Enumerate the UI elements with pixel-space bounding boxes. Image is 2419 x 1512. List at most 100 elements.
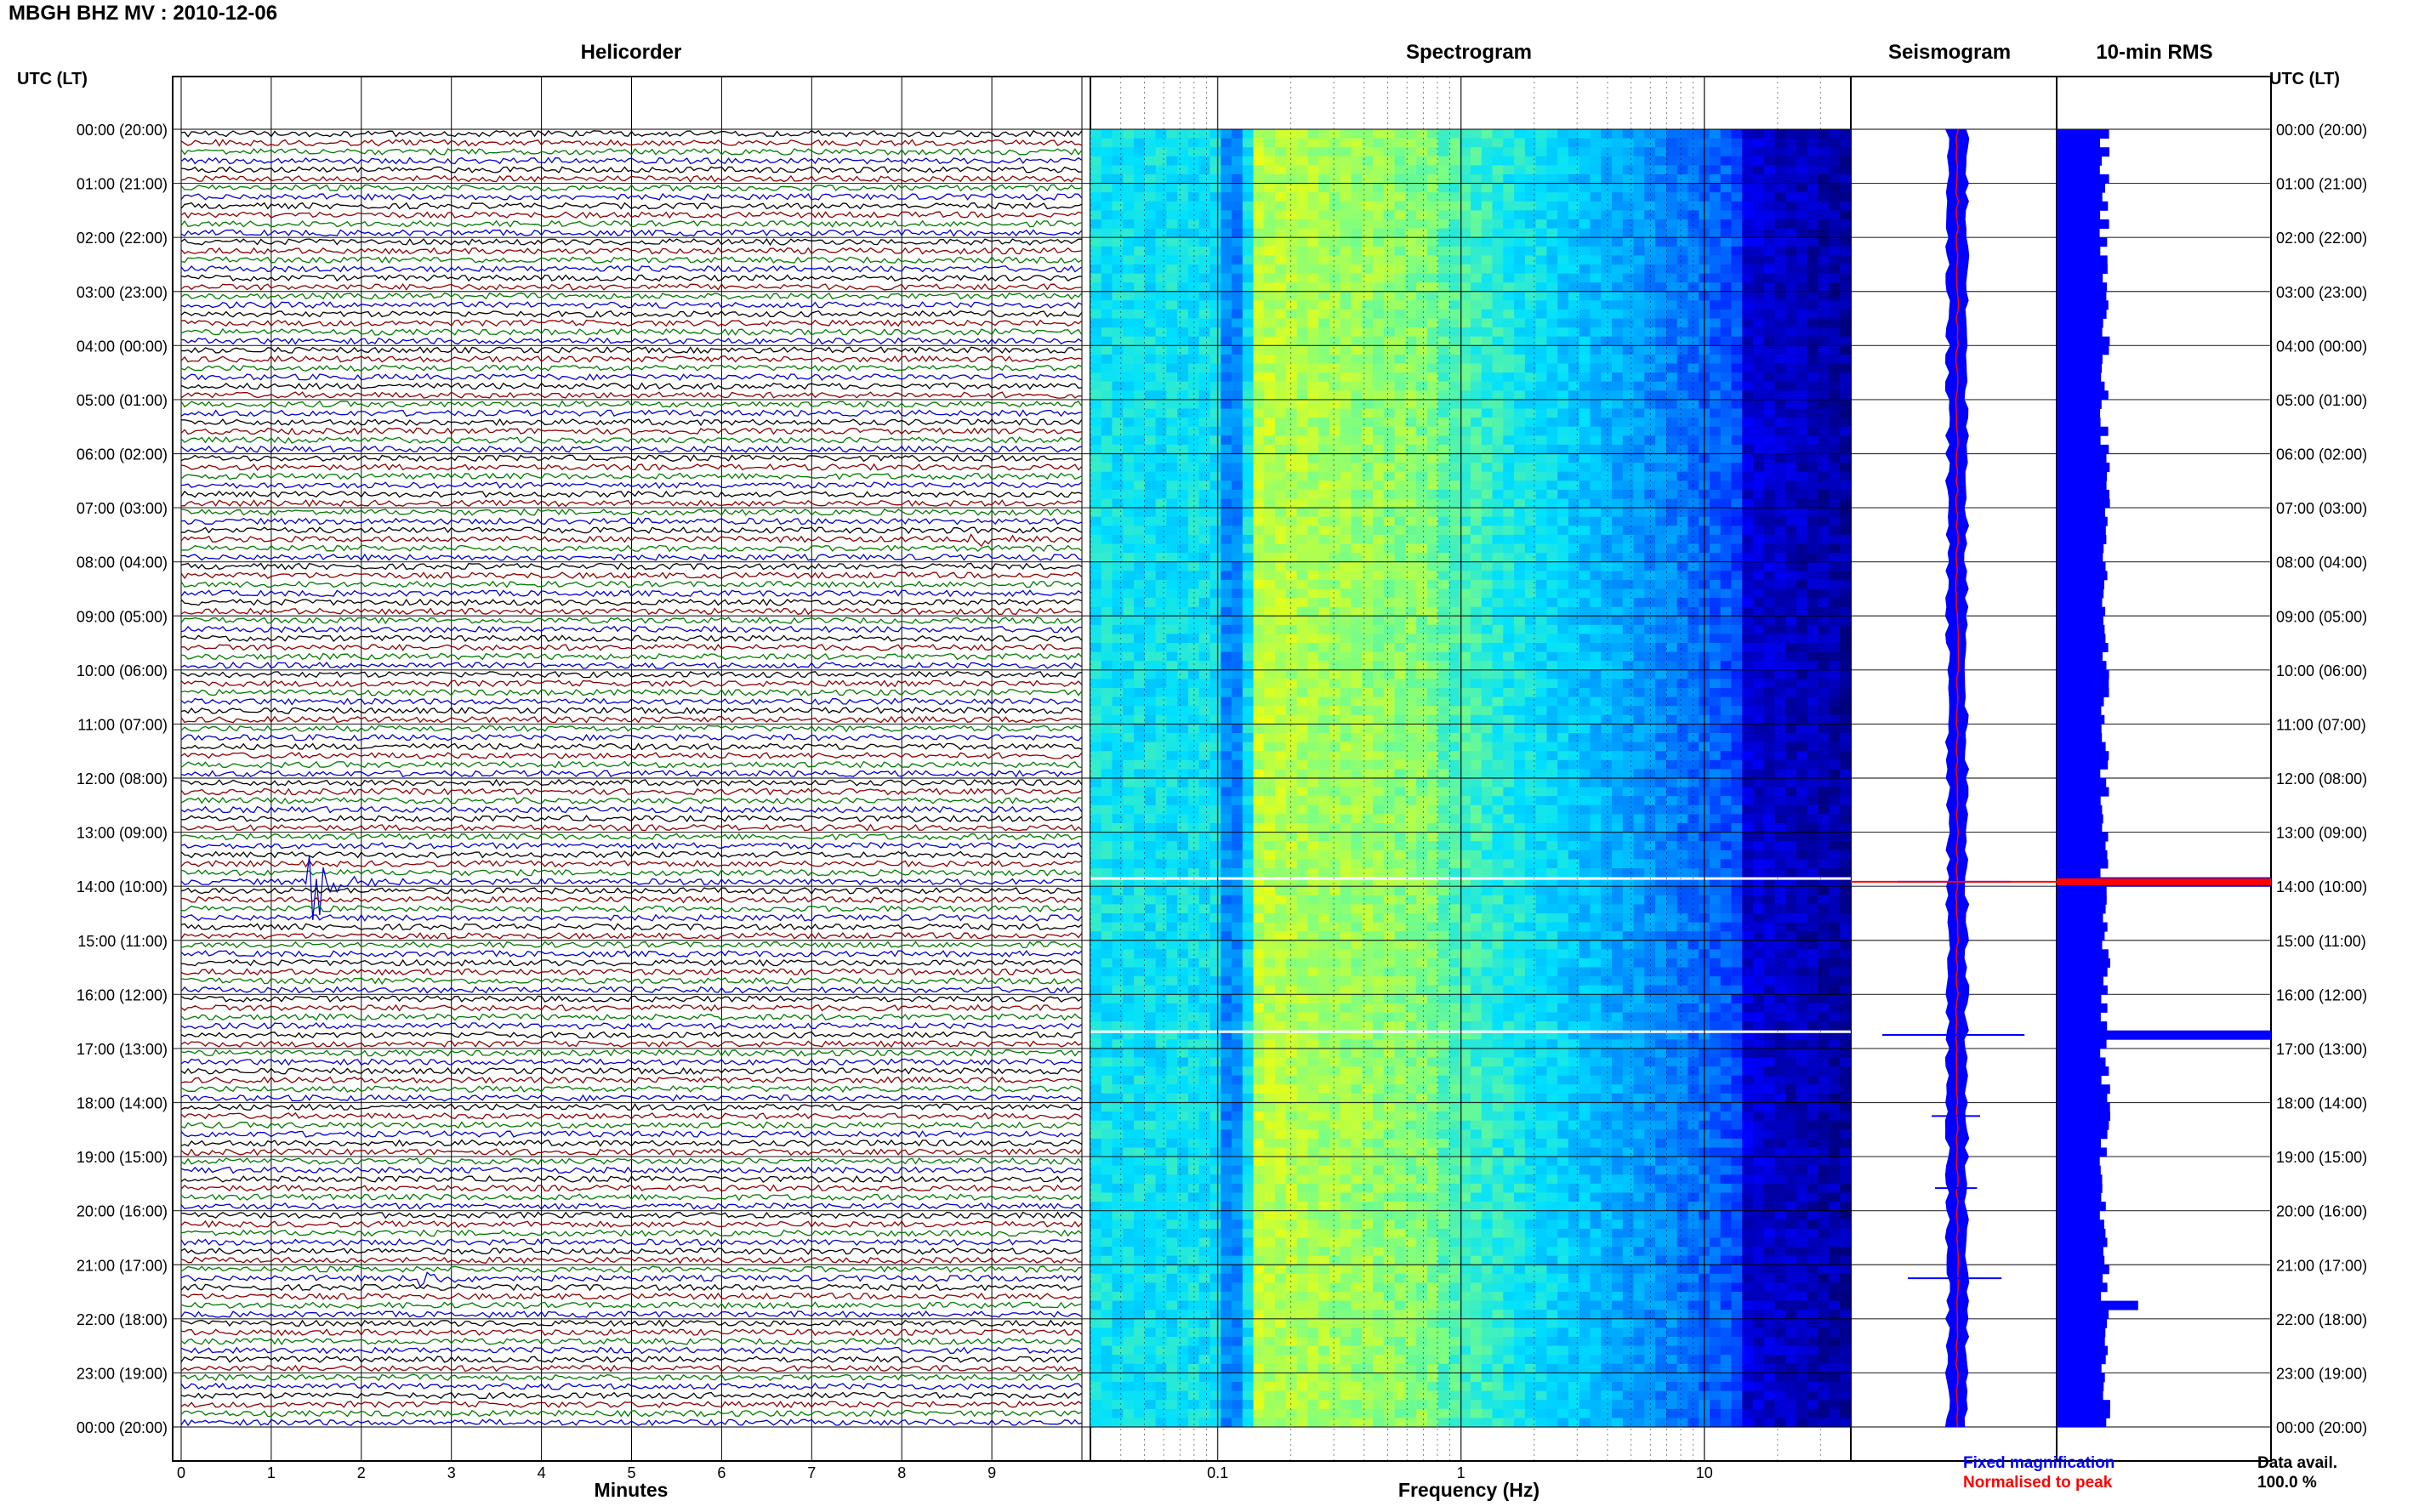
spectrogram-cell <box>1676 571 1689 581</box>
spectrogram-cell <box>1460 706 1471 716</box>
spectrogram-cell <box>1568 228 1580 238</box>
spectrogram-cell <box>1210 751 1221 761</box>
spectrogram-cell <box>1275 327 1287 338</box>
spectrogram-cell <box>1437 418 1450 428</box>
spectrogram-cell <box>1546 508 1558 518</box>
spectrogram-cell <box>1742 147 1754 157</box>
spectrogram-cell <box>1123 508 1135 518</box>
spectrogram-cell <box>1416 201 1428 211</box>
spectrogram-cell <box>1688 661 1699 671</box>
spectrogram-cell <box>1720 706 1733 716</box>
spectrogram-cell <box>1177 156 1189 166</box>
spectrogram-cell <box>1818 742 1830 752</box>
spectrogram-cell <box>1090 345 1102 355</box>
spectrogram-cell <box>1307 426 1319 436</box>
spectrogram-cell <box>1568 634 1580 644</box>
spectrogram-cell <box>1187 651 1200 662</box>
spectrogram-cell <box>1720 273 1733 283</box>
spectrogram-cell <box>1373 309 1385 319</box>
spectrogram-cell <box>1264 759 1276 770</box>
spectrogram-cell <box>1166 291 1178 301</box>
spectrogram-cell <box>1460 192 1471 202</box>
spectrogram-cell <box>1449 291 1460 301</box>
spectrogram-cell <box>1774 318 1786 328</box>
spectrogram-cell <box>1524 327 1537 338</box>
spectrogram-cell <box>1524 508 1537 518</box>
spectrogram-cell <box>1535 390 1547 401</box>
spectrogram-cell <box>1622 679 1635 689</box>
spectrogram-cell <box>1514 174 1526 185</box>
spectrogram-cell <box>1155 759 1167 770</box>
spectrogram-cell <box>1492 273 1504 283</box>
spectrogram-cell <box>1796 571 1808 581</box>
spectrogram-cell <box>1210 606 1221 617</box>
spectrogram-cell <box>1318 714 1330 725</box>
spectrogram-cell <box>1198 174 1211 185</box>
spectrogram-cell <box>1840 759 1852 770</box>
spectrogram-cell <box>1557 751 1569 761</box>
spectrogram-cell <box>1112 201 1124 211</box>
spectrogram-cell <box>1210 724 1221 734</box>
spectrogram-cell <box>1829 508 1841 518</box>
spectrogram-cell <box>1166 733 1178 743</box>
spectrogram-cell <box>1242 264 1255 275</box>
spectrogram-cell <box>1090 165 1102 175</box>
spectrogram-cell <box>1590 724 1602 734</box>
spectrogram-cell <box>1829 147 1841 157</box>
spectrogram-cell <box>1416 363 1428 373</box>
spectrogram-cell <box>1557 147 1569 157</box>
spectrogram-cell <box>1731 372 1743 383</box>
spectrogram-cell <box>1535 553 1547 563</box>
spectrogram-cell <box>1090 534 1102 544</box>
spectrogram-cell <box>1676 309 1689 319</box>
spectrogram-cell <box>1264 418 1276 428</box>
spectrogram-cell <box>1232 669 1244 679</box>
spectrogram-cell <box>1514 579 1526 589</box>
spectrogram-cell <box>1340 733 1352 743</box>
spectrogram-cell <box>1535 264 1547 275</box>
spectrogram-cell <box>1296 553 1309 563</box>
spectrogram-cell <box>1492 579 1504 589</box>
spectrogram-cell <box>1622 444 1635 454</box>
spectrogram-cell <box>1676 264 1689 275</box>
spectrogram-cell <box>1340 408 1352 418</box>
spectrogram-cell <box>1665 336 1678 346</box>
spectrogram-cell <box>1144 426 1157 436</box>
spectrogram-cell <box>1644 606 1656 617</box>
spectrogram-cell <box>1242 192 1255 202</box>
spectrogram-cell <box>1351 426 1363 436</box>
spectrogram-cell <box>1763 463 1776 473</box>
spectrogram-cell <box>1622 129 1635 139</box>
spectrogram-cell <box>1644 201 1656 211</box>
spectrogram-cell <box>1362 444 1374 454</box>
spectrogram-cell <box>1210 733 1221 743</box>
spectrogram-cell <box>1166 390 1178 401</box>
spectrogram-cell <box>1187 183 1200 193</box>
spectrogram-cell <box>1123 264 1135 275</box>
spectrogram-cell <box>1373 336 1385 346</box>
spectrogram-cell <box>1492 282 1504 293</box>
spectrogram-cell <box>1622 688 1635 698</box>
spectrogram-cell <box>1546 534 1558 544</box>
spectrogram-cell <box>1644 309 1656 319</box>
spectrogram-cell <box>1579 372 1591 383</box>
spectrogram-cell <box>1394 471 1406 481</box>
spectrogram-cell <box>1601 561 1613 571</box>
spectrogram-cell <box>1134 543 1146 554</box>
spectrogram-cell <box>1676 273 1689 283</box>
spectrogram-cell <box>1155 418 1167 428</box>
spectrogram-cell <box>1101 318 1113 328</box>
spectrogram-cell <box>1264 435 1276 446</box>
spectrogram-cell <box>1242 309 1255 319</box>
spectrogram-cell <box>1535 669 1547 679</box>
spectrogram-cell <box>1307 471 1319 481</box>
spectrogram-cell <box>1807 516 1819 526</box>
spectrogram-cell <box>1318 508 1330 518</box>
spectrogram-cell <box>1329 759 1341 770</box>
spectrogram-cell <box>1840 453 1852 463</box>
spectrogram-cell <box>1688 516 1699 526</box>
spectrogram-cell <box>1731 147 1743 157</box>
spectrogram-cell <box>1676 706 1689 716</box>
spectrogram-cell <box>1198 489 1211 499</box>
spectrogram-cell <box>1710 183 1722 193</box>
